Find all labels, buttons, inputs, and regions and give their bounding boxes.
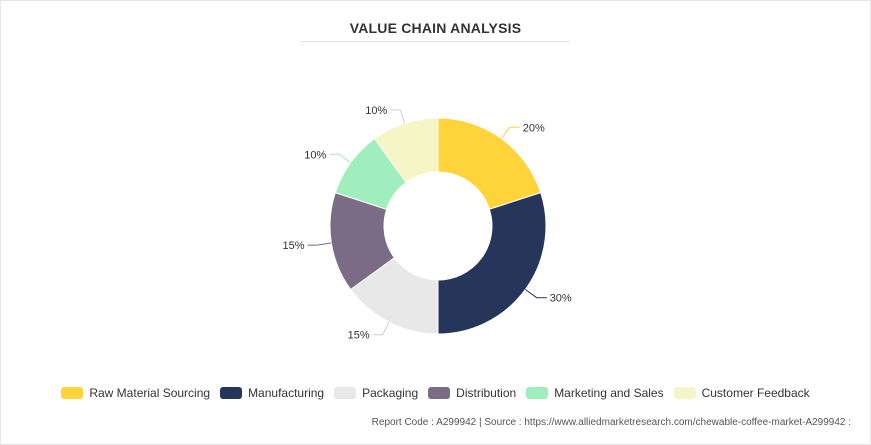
data-label: 30% [550,293,572,305]
legend-label: Customer Feedback [701,386,810,400]
data-label: 20% [523,122,545,134]
legend-item-packaging[interactable]: Packaging [334,386,418,400]
legend-label: Marketing and Sales [554,386,664,400]
legend-label: Manufacturing [248,386,325,400]
legend-label: Packaging [362,386,419,400]
data-label: 15% [348,330,370,342]
legend: Raw Material Sourcing Manufacturing Pack… [0,386,871,400]
leader-line [307,242,332,246]
legend-swatch [61,387,84,399]
legend-item-manufacturing[interactable]: Manufacturing [220,386,324,400]
legend-label: Raw Material Sourcing [89,386,211,400]
title-underline [300,41,570,42]
legend-item-raw-material-sourcing[interactable]: Raw Material Sourcing [61,386,210,400]
leader-line [501,126,520,139]
data-label: 15% [282,240,304,252]
leader-line [329,153,351,163]
legend-item-distribution[interactable]: Distribution [428,386,516,400]
legend-swatch [673,387,696,399]
legend-swatch [334,387,357,399]
leader-line [372,322,390,336]
slice-manufacturing[interactable] [437,191,547,335]
legend-label: Distribution [456,386,517,400]
slice-customer-feedback[interactable] [373,117,439,184]
legend-item-customer-feedback[interactable]: Customer Feedback [673,386,810,400]
data-label: 10% [365,105,387,117]
legend-item-marketing-and-sales[interactable]: Marketing and Sales [526,386,664,400]
leader-line [390,109,406,124]
legend-swatch [526,387,549,399]
source-footer: Report Code : A299942 | Source : https:/… [371,417,851,428]
leader-line [525,289,547,299]
data-label: 10% [304,149,326,161]
legend-swatch [220,387,243,399]
legend-swatch [428,387,451,399]
chart-title: VALUE CHAIN ANALYSIS [349,20,522,36]
